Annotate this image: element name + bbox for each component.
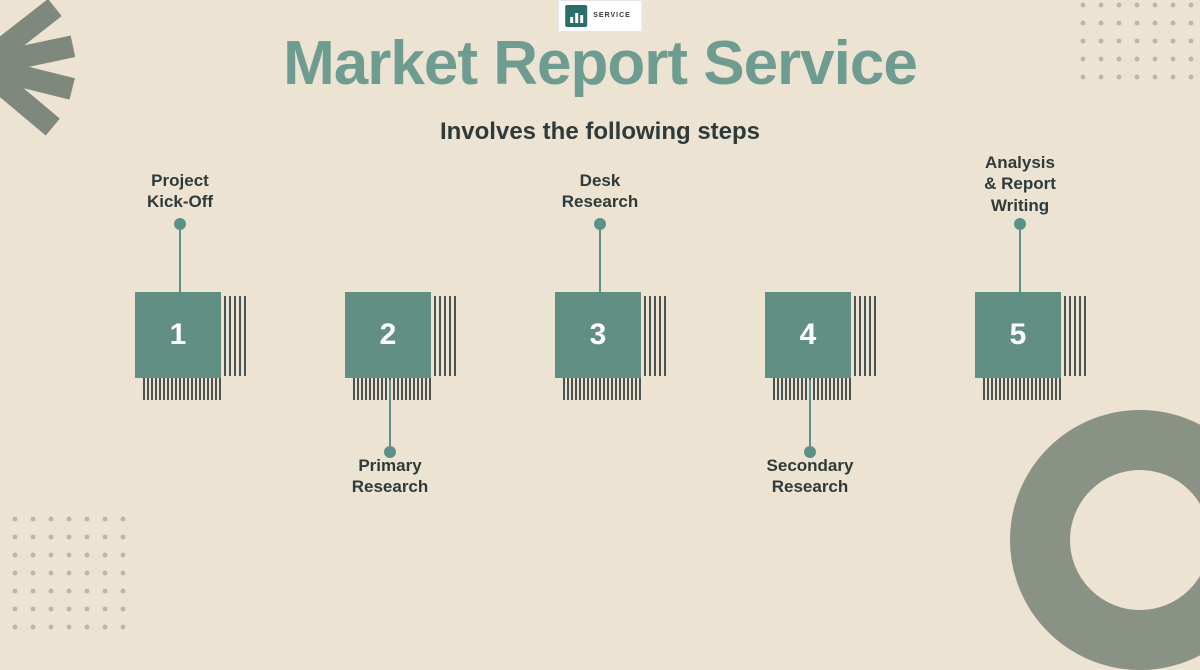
step-number-box: 1 [135,292,221,378]
step-number-box: 3 [555,292,641,378]
step-number-box: 2 [345,292,431,378]
stripe-decoration [353,378,433,400]
connector-line [599,222,601,292]
connector-line [179,222,181,292]
step-box: 3 [555,292,645,382]
page-title: Market Report Service [0,28,1200,99]
logo-icon [565,5,587,27]
stripe-decoration [773,378,853,400]
page-subtitle: Involves the following steps [0,118,1200,146]
step-3: Desk Research 3 [550,170,650,520]
connector-line [1019,222,1021,292]
step-number-box: 4 [765,292,851,378]
steps-row: Project Kick-Off 1 2 Primary Research De… [0,170,1200,520]
step-1: Project Kick-Off 1 [130,170,230,520]
step-2: 2 Primary Research [340,170,440,520]
connector-line [389,380,391,450]
step-4: 4 Secondary Research [760,170,860,520]
step-label: Analysis & Report Writing [950,152,1090,216]
stripe-decoration [983,378,1063,400]
step-box: 1 [135,292,225,382]
dot-grid-bottom-left [6,510,126,630]
step-box: 2 [345,292,435,382]
connector-line [809,380,811,450]
stripe-decoration [563,378,643,400]
stripe-decoration [143,378,223,400]
step-5: Analysis & Report Writing 5 [970,170,1070,520]
logo-text: SERVICE [593,12,631,20]
step-label: Secondary Research [740,455,880,498]
step-label: Project Kick-Off [110,170,250,213]
step-number-box: 5 [975,292,1061,378]
step-label: Desk Research [530,170,670,213]
step-box: 5 [975,292,1065,382]
step-label: Primary Research [320,455,460,498]
step-box: 4 [765,292,855,382]
